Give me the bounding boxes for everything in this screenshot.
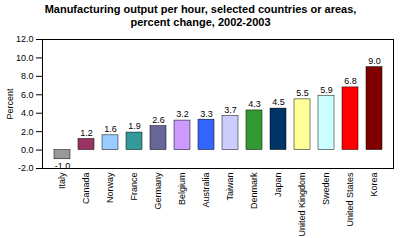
svg-text:4.0: 4.0	[21, 108, 34, 118]
svg-text:Belgium: Belgium	[177, 173, 187, 206]
svg-text:Australia: Australia	[201, 173, 211, 208]
svg-text:Germany: Germany	[153, 172, 163, 210]
svg-text:2.6: 2.6	[152, 115, 165, 125]
html-text:Manufacturing output per hour,: Manufacturing output per hour, selected …	[44, 3, 357, 28]
svg-text:Sweden: Sweden	[321, 173, 331, 206]
svg-text:9.0: 9.0	[368, 56, 381, 66]
svg-text:0.0: 0.0	[21, 145, 34, 155]
svg-text:2.0: 2.0	[21, 127, 34, 137]
svg-text:6.0: 6.0	[21, 90, 34, 100]
svg-text:12.0: 12.0	[16, 34, 34, 44]
svg-text:-2.0: -2.0	[18, 163, 34, 173]
svg-text:10.0: 10.0	[16, 53, 34, 63]
svg-text:4.3: 4.3	[248, 99, 261, 109]
svg-text:6.8: 6.8	[344, 76, 357, 86]
svg-text:4.5: 4.5	[272, 97, 285, 107]
svg-text:3.7: 3.7	[224, 105, 237, 115]
svg-text:Denmark: Denmark	[249, 172, 259, 209]
svg-text:5.9: 5.9	[320, 85, 333, 95]
svg-text:5.5: 5.5	[296, 88, 309, 98]
svg-text:3.3: 3.3	[200, 109, 213, 119]
svg-text:Percent: Percent	[5, 88, 15, 120]
svg-text:1.6: 1.6	[104, 124, 117, 134]
svg-text:3.2: 3.2	[176, 109, 189, 119]
svg-text:8.0: 8.0	[21, 71, 34, 81]
svg-text:Japan: Japan	[273, 173, 283, 198]
svg-text:Korea: Korea	[369, 173, 379, 197]
svg-text:1.2: 1.2	[80, 128, 93, 138]
svg-text:Taiwan: Taiwan	[225, 173, 235, 201]
svg-text:Italy: Italy	[57, 172, 67, 189]
svg-text:-1.0: -1.0	[55, 161, 71, 171]
svg-text:Canada: Canada	[81, 173, 91, 205]
svg-text:United Kingdom: United Kingdom	[297, 173, 307, 237]
svg-text:1.9: 1.9	[128, 121, 141, 131]
svg-text:Norway: Norway	[105, 172, 115, 203]
svg-text:France: France	[129, 173, 139, 201]
svg-text:United States: United States	[345, 172, 355, 227]
